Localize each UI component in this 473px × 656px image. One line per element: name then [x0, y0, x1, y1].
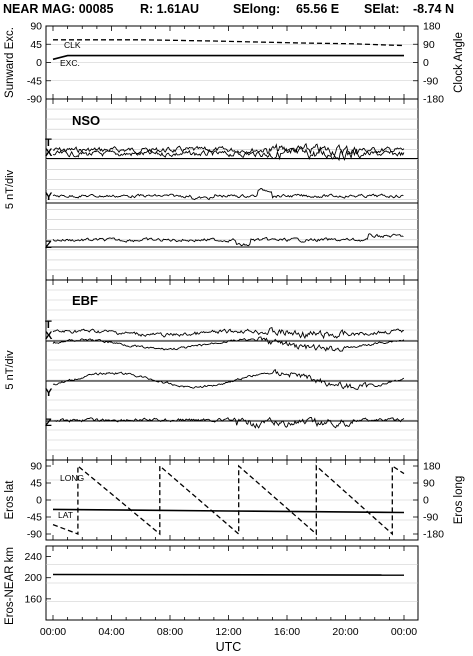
- y-tick-label: 0: [423, 495, 429, 507]
- y-tick-label: 90: [30, 461, 42, 473]
- y-tick-label: 90: [423, 478, 435, 490]
- x-tick-label: 08:00: [157, 626, 183, 638]
- x-tick-label: 04:00: [98, 626, 124, 638]
- legend-clk: CLK: [64, 40, 81, 50]
- plot-header: NEAR MAG: 00085 R: 1.61AU SElong: 65.56 …: [0, 2, 473, 18]
- nso-label-t: T: [45, 137, 52, 149]
- clock-angle-ylabel: Clock Angle: [453, 32, 465, 93]
- x-axis-label: UTC: [216, 640, 242, 654]
- nso-label-z: Z: [45, 239, 52, 251]
- y-tick-label: -90: [423, 75, 438, 87]
- ebf-label-x: X: [45, 330, 53, 342]
- y-tick-label: -180: [423, 529, 444, 541]
- x-tick-label: 00:00: [40, 626, 66, 638]
- y-tick-label: -90: [27, 529, 42, 541]
- range-y-tick-label: 240: [24, 551, 42, 563]
- ebf-trace-y: [52, 368, 405, 390]
- nso-label-x: X: [45, 147, 53, 159]
- eros-long-ylabel: Eros long: [453, 476, 465, 525]
- series-exc: [52, 54, 404, 61]
- y-tick-label: 45: [30, 39, 42, 51]
- y-tick-label: 90: [30, 21, 42, 33]
- y-tick-label: 180: [423, 21, 441, 33]
- y-tick-label: 90: [423, 39, 435, 51]
- y-tick-label: -180: [423, 94, 444, 106]
- series-eros-long: [52, 464, 405, 536]
- range-y-tick-label: 160: [24, 593, 42, 605]
- y-tick-label: -45: [27, 512, 42, 524]
- y-tick-label: 180: [423, 461, 441, 473]
- nso-trace-y: [52, 188, 404, 201]
- legend-long: LONG: [60, 473, 84, 483]
- nso-ylabel: 5 nT/div: [4, 169, 16, 209]
- y-tick-label: -45: [27, 75, 42, 87]
- x-tick-label: 16:00: [274, 626, 300, 638]
- series-clk: [53, 39, 405, 47]
- range-ylabel: Eros-NEAR km: [4, 547, 16, 625]
- series-range: [52, 573, 405, 576]
- x-tick-label: 20:00: [332, 626, 358, 638]
- selong-value: 65.56 E: [296, 2, 340, 16]
- nso-trace-x: [52, 147, 405, 162]
- nso-trace-t: [52, 142, 405, 157]
- legend-lat: LAT: [58, 510, 73, 520]
- y-tick-label: -90: [27, 94, 42, 106]
- y-tick-label: -90: [423, 512, 438, 524]
- ebf-label-y: Y: [45, 387, 53, 399]
- range-y-tick-label: 200: [24, 572, 42, 584]
- legend-exc: EXC.: [60, 58, 80, 68]
- ebf-label-t: T: [45, 319, 52, 331]
- x-tick-label: 00:00: [391, 626, 417, 638]
- ebf-trace-x: [52, 336, 405, 352]
- series-eros-lat: [52, 508, 405, 514]
- ebf-ylabel: 5 nT/div: [4, 350, 16, 390]
- nso-label-y: Y: [45, 191, 53, 203]
- y-tick-label: 45: [30, 478, 42, 490]
- nso-title: NSO: [72, 113, 100, 128]
- range-label: R: 1.61AU: [140, 2, 200, 16]
- selong-label: SElong:: [233, 2, 281, 16]
- ebf-title: EBF: [72, 293, 98, 308]
- sunward-ylabel: Sunward Exc.: [4, 27, 16, 98]
- x-tick-label: 12:00: [215, 626, 241, 638]
- ebf-trace-t: [52, 327, 405, 340]
- eros-lat-ylabel: Eros lat: [4, 480, 16, 520]
- selat-value: -8.74 N: [413, 2, 454, 16]
- ebf-trace-z: [52, 416, 405, 429]
- selat-label: SElat:: [364, 2, 400, 16]
- ebf-label-z: Z: [45, 417, 52, 429]
- y-tick-label: 0: [36, 57, 42, 69]
- nso-trace-z: [52, 233, 404, 247]
- mission-label: NEAR MAG: 00085: [3, 2, 114, 16]
- y-tick-label: 0: [423, 57, 429, 69]
- y-tick-label: 0: [36, 495, 42, 507]
